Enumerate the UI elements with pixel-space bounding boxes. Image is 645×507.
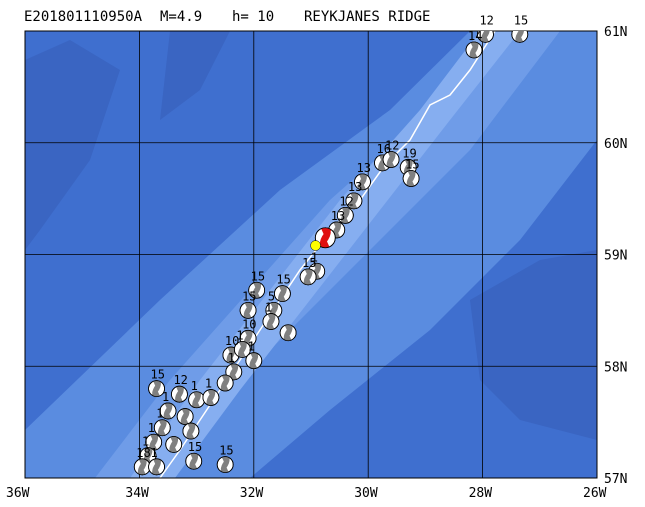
event-depth-label: 1 [191, 379, 198, 393]
event-beachball [336, 206, 354, 224]
lon-tick-label: 32W [240, 486, 264, 501]
lon-tick-label: 30W [354, 486, 378, 501]
event-depth-label: 19 [402, 146, 416, 160]
lat-tick-label: 58N [604, 360, 627, 375]
event-beachball [262, 313, 280, 330]
event-beachball [176, 408, 194, 425]
event-beachball [202, 389, 220, 406]
main-event-beachball [314, 227, 336, 249]
event-beachball [299, 268, 317, 286]
magnitude-label: M=4.9 [160, 9, 202, 25]
event-depth-label: 1 [228, 351, 235, 365]
event-beachball [279, 324, 297, 342]
event-beachball [382, 151, 400, 168]
event-depth-label: 15 [514, 13, 528, 27]
event-depth-label: 12 [339, 194, 353, 208]
event-beachball [148, 380, 165, 398]
event-depth-label: 16 [377, 142, 391, 156]
lon-tick-label: 26W [583, 486, 607, 501]
event-beachball [171, 385, 188, 403]
event-depth-label: 15 [405, 158, 419, 172]
event-depth-label: 12 [173, 373, 187, 387]
event-beachball [225, 363, 243, 381]
event-depth-label: 12 [385, 139, 399, 153]
event-beachball [239, 301, 257, 319]
event-depth-label: 15 [242, 289, 256, 303]
lon-tick-label: 28W [469, 486, 493, 501]
event-beachball [185, 452, 203, 470]
event-beachball [148, 458, 165, 476]
main-event [310, 227, 336, 251]
event-depth-label: 10 [225, 334, 239, 348]
event-depth-label: 1 [265, 301, 272, 315]
event-beachball [216, 456, 234, 473]
event-depth-label: 1 [236, 328, 243, 342]
event-beachball [402, 170, 420, 187]
event-depth-label: 1 [142, 435, 149, 449]
event-depth-label: 13 [348, 180, 362, 194]
event-beachball [233, 341, 251, 358]
event-depth-label: 14 [468, 29, 482, 43]
event-depth-label: 18 [136, 446, 150, 460]
event-depth-label: 1 [151, 446, 158, 460]
event-depth-label: 15 [276, 273, 290, 287]
event-beachball [159, 402, 177, 420]
event-beachball [239, 329, 257, 347]
event-depth-label: 5 [268, 289, 275, 303]
event-depth-label: 12 [479, 13, 493, 27]
event-beachball [477, 31, 494, 43]
event-beachball [354, 173, 371, 191]
region-label: REYKJANES RIDGE [304, 9, 430, 25]
event-beachball [182, 422, 200, 440]
event-id-label: E201801110950A [24, 9, 143, 25]
event-depth-label: 1 [162, 390, 169, 404]
event-beachball [245, 352, 263, 370]
event-beachball [248, 281, 266, 299]
event-beachball [188, 391, 206, 409]
event-depth-label: 15 [188, 440, 202, 454]
event-depth-label: 15 [219, 444, 233, 458]
event-depth-label: 1 [205, 377, 212, 391]
epicenter-marker [310, 240, 321, 251]
event-depth-label: 1 [311, 250, 318, 264]
lat-tick-label: 59N [604, 249, 627, 264]
event-beachball [465, 41, 483, 59]
lat-tick-label: 60N [604, 137, 627, 152]
event-depth-label: 1 [148, 421, 155, 435]
map-frame [24, 30, 598, 479]
event-beachball [345, 192, 363, 210]
event-beachball [216, 374, 234, 392]
event-beachball [153, 419, 171, 437]
event-depth-label: 15 [302, 256, 316, 270]
event-depth-label: 15 [251, 269, 265, 283]
lon-tick-label: 34W [125, 486, 149, 501]
event-depth-label: 10 [242, 317, 256, 331]
event-depth-label: 1 [248, 340, 255, 354]
depth-label: h= 10 [232, 9, 274, 25]
lat-tick-label: 57N [604, 472, 627, 487]
event-depth-label: 13 [331, 209, 345, 223]
event-beachball [133, 458, 151, 476]
event-beachball [165, 436, 183, 453]
event-beachball [273, 285, 291, 303]
lat-tick-label: 61N [604, 25, 627, 40]
event-markers [133, 31, 529, 476]
event-beachball [511, 31, 529, 43]
event-depth-label: 15 [151, 368, 165, 382]
event-depth-label: 1 [156, 407, 163, 421]
event-depth-label: 13 [356, 161, 370, 175]
lon-tick-label: 36W [6, 486, 30, 501]
